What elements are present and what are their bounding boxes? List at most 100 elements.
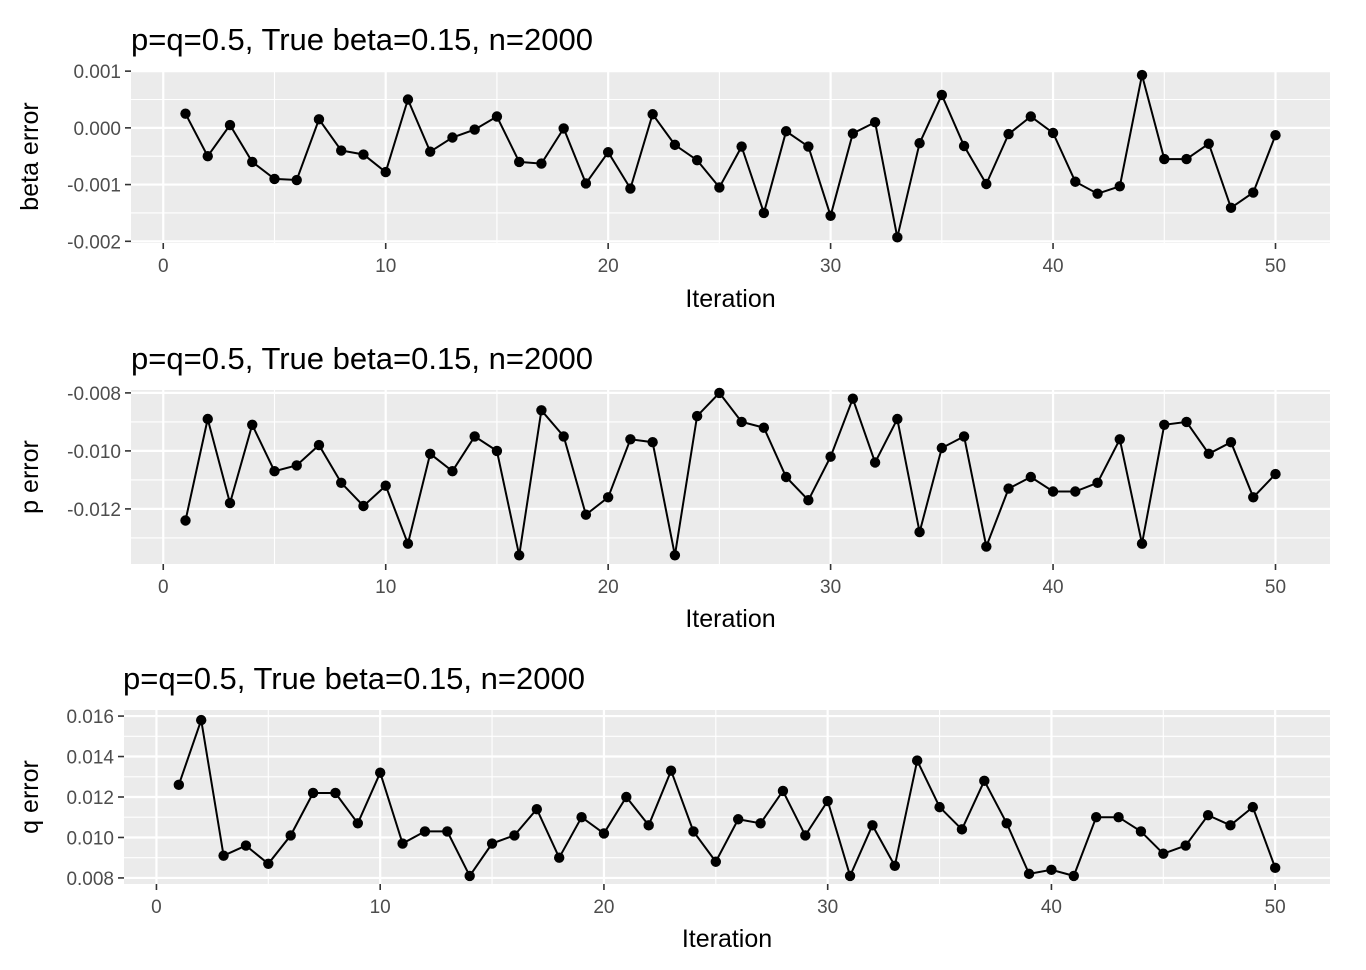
y-tick-label: -0.012 bbox=[67, 500, 121, 521]
data-point bbox=[509, 830, 520, 841]
data-point bbox=[469, 124, 480, 135]
y-tick-label: 0.001 bbox=[73, 62, 121, 83]
x-tick-label: 20 bbox=[593, 897, 614, 918]
data-point bbox=[313, 114, 325, 125]
plot-panel bbox=[131, 390, 1330, 564]
data-point bbox=[336, 145, 347, 156]
data-point bbox=[202, 151, 213, 162]
y-axis: -0.012 -0.010 -0.008 bbox=[67, 384, 131, 521]
data-point bbox=[202, 413, 213, 425]
data-point bbox=[1180, 840, 1191, 851]
x-tick-label: 0 bbox=[158, 256, 169, 277]
data-point bbox=[598, 828, 610, 839]
y-axis: -0.002 -0.001 0.000 0.001 bbox=[67, 62, 131, 253]
data-point bbox=[1068, 870, 1080, 882]
data-point bbox=[911, 755, 923, 766]
grid bbox=[131, 390, 1330, 564]
data-point bbox=[285, 830, 296, 841]
data-point bbox=[1003, 483, 1014, 494]
data-point bbox=[825, 451, 836, 462]
data-point bbox=[402, 94, 414, 105]
data-point bbox=[269, 173, 280, 185]
data-point bbox=[914, 137, 925, 149]
data-point bbox=[313, 439, 325, 451]
data-point bbox=[224, 497, 236, 509]
data-point bbox=[956, 824, 968, 835]
data-point bbox=[643, 820, 654, 831]
data-point bbox=[580, 178, 592, 189]
data-point bbox=[1135, 826, 1147, 837]
data-point bbox=[867, 820, 878, 831]
x-tick-label: 30 bbox=[820, 577, 841, 598]
data-point bbox=[218, 850, 229, 861]
grid bbox=[124, 710, 1330, 884]
data-points bbox=[180, 387, 1281, 561]
data-point bbox=[1023, 868, 1035, 880]
data-point bbox=[374, 767, 386, 778]
x-tick-label: 0 bbox=[158, 577, 169, 598]
x-tick-label: 50 bbox=[1265, 897, 1286, 918]
data-point bbox=[732, 814, 744, 825]
y-tick-label: 0.016 bbox=[66, 707, 114, 728]
data-point bbox=[419, 826, 431, 837]
data-point bbox=[180, 515, 191, 526]
data-point bbox=[307, 787, 319, 799]
x-axis-title: Iteration bbox=[685, 605, 775, 633]
data-point bbox=[1092, 188, 1103, 199]
data-point bbox=[1225, 202, 1237, 214]
data-point bbox=[625, 434, 636, 445]
data-point bbox=[442, 826, 453, 837]
chart-q-error: p=q=0.5, True beta=0.15, n=2000 0.0080.0… bbox=[16, 661, 1330, 953]
data-point bbox=[1158, 848, 1169, 859]
x-tick-label: 40 bbox=[1042, 577, 1063, 598]
data-point bbox=[647, 109, 658, 120]
data-point bbox=[1046, 864, 1057, 876]
x-tick-label: 20 bbox=[598, 256, 619, 277]
data-point bbox=[647, 437, 658, 448]
data-point bbox=[936, 442, 948, 454]
data-point bbox=[958, 431, 970, 442]
data-point bbox=[469, 431, 480, 442]
y-tick-label: -0.010 bbox=[67, 442, 121, 463]
x-tick-label: 40 bbox=[1042, 256, 1063, 277]
data-point bbox=[758, 422, 770, 433]
x-tick-label: 50 bbox=[1265, 256, 1286, 277]
chart-p-error: p=q=0.5, True beta=0.15, n=2000 -0.012 -0… bbox=[16, 341, 1330, 633]
data-point bbox=[1181, 153, 1192, 165]
x-axis-title: Iteration bbox=[682, 925, 772, 953]
data-point bbox=[1136, 538, 1148, 549]
data-point bbox=[665, 765, 677, 776]
chart-title: p=q=0.5, True beta=0.15, n=2000 bbox=[131, 22, 593, 57]
data-point bbox=[691, 154, 703, 166]
data-point bbox=[847, 393, 859, 404]
data-point bbox=[269, 466, 280, 477]
data-point bbox=[291, 460, 302, 471]
data-point bbox=[691, 410, 703, 422]
data-points bbox=[180, 69, 1281, 243]
data-point bbox=[688, 826, 699, 837]
data-point bbox=[800, 830, 811, 841]
data-point bbox=[736, 141, 747, 152]
data-point bbox=[424, 448, 436, 459]
data-point bbox=[247, 156, 258, 168]
data-point bbox=[979, 775, 990, 787]
data-point bbox=[1136, 69, 1148, 81]
chart-title: p=q=0.5, True beta=0.15, n=2000 bbox=[131, 341, 593, 376]
x-tick-label: 40 bbox=[1041, 897, 1062, 918]
data-point bbox=[1001, 818, 1012, 829]
data-point bbox=[736, 416, 747, 428]
data-point bbox=[602, 492, 614, 503]
data-point bbox=[625, 183, 636, 194]
y-tick-label: -0.001 bbox=[67, 176, 121, 197]
y-tick-label: 0.010 bbox=[66, 828, 114, 849]
data-point bbox=[869, 457, 881, 468]
data-point bbox=[1159, 419, 1170, 430]
data-point bbox=[531, 803, 543, 815]
data-point bbox=[822, 795, 833, 807]
data-point bbox=[447, 466, 458, 477]
data-point bbox=[892, 413, 903, 425]
data-point bbox=[240, 840, 252, 851]
data-point bbox=[1270, 130, 1281, 141]
x-axis: 0 10 20 30 40 50 bbox=[151, 884, 1286, 918]
